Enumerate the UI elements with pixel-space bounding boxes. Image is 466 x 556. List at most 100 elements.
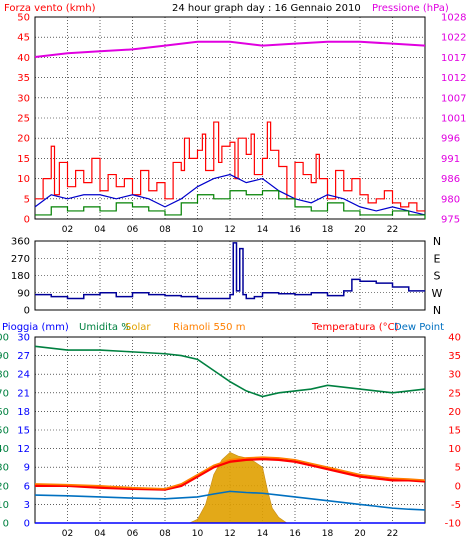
x-tick-label: 12 bbox=[224, 225, 235, 235]
humidity-y-tick-label: 20 bbox=[0, 481, 9, 492]
pressure-y-tick-label: 1028 bbox=[441, 13, 466, 24]
wind-y-tick-label: 10 bbox=[17, 174, 30, 185]
humidity-y-tick-label: 90 bbox=[0, 351, 9, 362]
pressure-y-ticks: 975 980 986 991 996 1001 1007 1012 1017 1022 1028 bbox=[441, 13, 466, 226]
humidity-y-tick-label: 30 bbox=[0, 463, 9, 474]
rain-y-tick-label: 30 bbox=[17, 333, 30, 344]
compass-label: W bbox=[432, 287, 443, 300]
x-tick-label: 18 bbox=[322, 225, 334, 235]
wind-y-tick-label: 45 bbox=[17, 33, 30, 44]
pressure-axis-title: Pressione (hPa) bbox=[372, 3, 449, 14]
humidity-y-tick-label: 0 bbox=[3, 519, 9, 530]
humidity-y-tick-label: 100 bbox=[0, 333, 9, 344]
pressure-y-tick-label: 975 bbox=[441, 215, 460, 226]
humidity-y-tick-label: 60 bbox=[0, 407, 9, 418]
wind-y-tick-label: 25 bbox=[17, 114, 30, 125]
temperature-y-tick-label: 30 bbox=[448, 370, 461, 381]
humidity-y-tick-label: 40 bbox=[0, 444, 9, 455]
x-tick-label: 10 bbox=[192, 225, 204, 235]
temperature-y-tick-label: -5 bbox=[451, 500, 461, 511]
rain-y-tick-label: 0 bbox=[24, 519, 30, 530]
wind-y-tick-label: 40 bbox=[17, 53, 30, 64]
x-tick-label: 22 bbox=[387, 529, 398, 539]
wind-panel-series bbox=[34, 40, 426, 219]
x-tick-label: 02 bbox=[62, 225, 73, 235]
direction-panel-series bbox=[35, 242, 425, 300]
direction-y-tick-label: 90 bbox=[17, 288, 30, 299]
compass-label: N bbox=[433, 304, 441, 317]
riamoli-legend: Riamoli 550 m bbox=[173, 322, 245, 333]
wind-y-tick-label: 35 bbox=[17, 73, 30, 84]
wind-y-ticks: 0 5 10 15 20 25 30 35 40 45 50 bbox=[17, 13, 30, 226]
pressure-y-tick-label: 991 bbox=[441, 154, 460, 165]
temperature-y-tick-label: 20 bbox=[448, 407, 461, 418]
wind-y-tick-label: 20 bbox=[17, 134, 30, 145]
x-tick-label: 08 bbox=[159, 225, 171, 235]
x-tick-label: 10 bbox=[192, 529, 204, 539]
x-tick-label: 04 bbox=[94, 225, 106, 235]
wind-y-tick-label: 15 bbox=[17, 154, 30, 165]
x-tick-label: 16 bbox=[289, 225, 301, 235]
rain-y-tick-label: 12 bbox=[17, 444, 30, 455]
x-tick-label: 04 bbox=[94, 529, 106, 539]
pressure-y-tick-label: 996 bbox=[441, 134, 460, 145]
x-tick-label: 16 bbox=[289, 529, 301, 539]
temperature-y-tick-label: 40 bbox=[448, 333, 461, 344]
rain-y-tick-label: 21 bbox=[17, 388, 30, 399]
humidity-y-tick-label: 70 bbox=[0, 388, 9, 399]
rain-y-tick-label: 3 bbox=[24, 500, 30, 511]
rain-y-tick-label: 24 bbox=[17, 370, 30, 381]
rain-y-tick-label: 27 bbox=[17, 351, 30, 362]
x-tick-label: 06 bbox=[127, 529, 139, 539]
x-tick-label: 18 bbox=[322, 529, 334, 539]
x-tick-label: 12 bbox=[224, 529, 235, 539]
temperature-y-tick-label: 10 bbox=[448, 444, 461, 455]
pressure-y-tick-label: 1001 bbox=[441, 114, 466, 125]
rain-y-tick-label: 9 bbox=[24, 463, 30, 474]
x-tick-label: 14 bbox=[257, 225, 269, 235]
pressure-y-tick-label: 1017 bbox=[441, 53, 466, 64]
direction-y-tick-label: 360 bbox=[11, 237, 30, 248]
wind_avg-series-line bbox=[34, 173, 426, 216]
humidity-y-tick-label: 50 bbox=[0, 426, 9, 437]
temperature-y-tick-label: 0 bbox=[455, 481, 461, 492]
x-tick-label: 02 bbox=[62, 529, 73, 539]
x-tick-label: 14 bbox=[257, 529, 269, 539]
x-tick-label: 08 bbox=[159, 529, 171, 539]
temperature-panel-series bbox=[34, 345, 426, 524]
x-tick-label: 20 bbox=[354, 529, 366, 539]
compass-label: E bbox=[434, 252, 441, 265]
direction-y-tick-label: 180 bbox=[11, 271, 30, 282]
wind_green-series-line bbox=[35, 190, 426, 219]
wind-y-tick-label: 0 bbox=[24, 215, 30, 226]
humidity-y-tick-label: 10 bbox=[0, 500, 9, 511]
pressure-y-tick-label: 986 bbox=[441, 174, 460, 185]
rain-y-tick-label: 15 bbox=[17, 426, 30, 437]
temperature-series-line bbox=[35, 457, 426, 491]
direction-y-ticks: 0 90 180 270 360 bbox=[11, 237, 30, 317]
rain-y-ticks: 0 3 6 9 12 15 18 21 24 27 30 bbox=[17, 333, 30, 530]
humidity-series-line bbox=[34, 345, 426, 398]
rain-axis-title: Pioggia (mm) bbox=[2, 322, 69, 333]
temperature-y-tick-label: 15 bbox=[448, 426, 461, 437]
direction-series-line bbox=[35, 242, 425, 300]
compass-label: N bbox=[433, 235, 441, 248]
chart-title: 24 hour graph day : 16 Gennaio 2010 bbox=[172, 3, 361, 14]
temperature-axis-title: Temperatura (°C) bbox=[311, 322, 399, 333]
wind-axis-title: Forza vento (kmh) bbox=[4, 3, 96, 14]
humidity-y-tick-label: 80 bbox=[0, 370, 9, 381]
wind-x-ticks: 02 04 06 08 10 12 14 16 18 20 22 bbox=[62, 225, 398, 235]
rain-y-tick-label: 18 bbox=[17, 407, 30, 418]
temperature-y-ticks: -10 -5 0 5 10 15 20 25 30 35 40 bbox=[445, 333, 461, 530]
direction-y-tick-label: 0 bbox=[24, 306, 30, 317]
humidity-y-ticks: 0 10 20 30 40 50 60 70 80 90 100 bbox=[0, 333, 9, 530]
direction-y-tick-label: 270 bbox=[11, 254, 30, 265]
x-tick-label: 22 bbox=[387, 225, 398, 235]
pressure-y-tick-label: 1007 bbox=[441, 93, 466, 104]
wind-y-tick-label: 30 bbox=[17, 93, 30, 104]
x-tick-label: 06 bbox=[127, 225, 139, 235]
temperature-y-tick-label: 35 bbox=[448, 351, 461, 362]
dewpoint-legend: Dew Point bbox=[394, 322, 444, 333]
